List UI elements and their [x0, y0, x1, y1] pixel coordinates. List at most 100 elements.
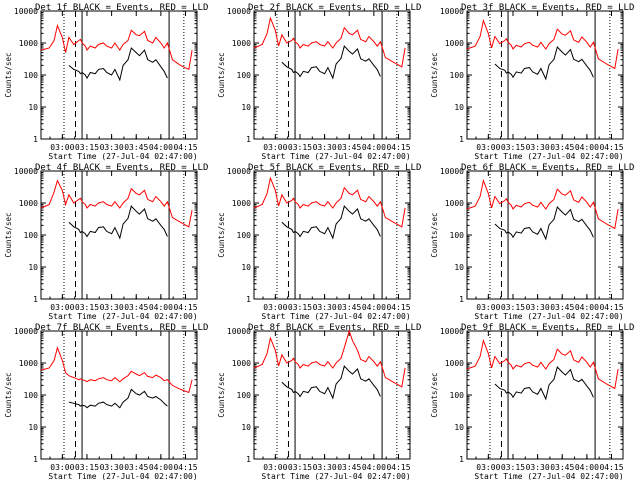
x-tick-label: 03:15 [288, 143, 312, 152]
detector-chart-panel: Det 7f BLACK = Events, RED = LLD 1 10 100 10… [4, 323, 208, 480]
lld-series-line [253, 16, 406, 68]
x-tick-label: 04:00 [149, 463, 173, 472]
x-tick-label: 03:00 [263, 143, 287, 152]
x-tick-label: 04:15 [599, 143, 623, 152]
y-tick-label: 10000 [14, 327, 38, 336]
detector-chart-panel: Det 1f BLACK = Events, RED = LLD 1 10 100 10… [4, 3, 208, 161]
x-axis-label: Start Time (27-Jul-04 02:47:00) [261, 472, 410, 480]
detector-chart-panel: Det 6f BLACK = Events, RED = LLD 1 10 100 10… [430, 163, 634, 321]
y-tick-label: 1000 [232, 199, 251, 208]
chart-title: Det 5f BLACK = Events, RED = LLD [248, 163, 421, 173]
y-tick-label: 10000 [14, 167, 38, 176]
y-tick-label: 100 [450, 231, 465, 240]
y-tick-label: 10 [454, 423, 464, 432]
x-tick-label: 04:00 [575, 463, 599, 472]
x-tick-label: 03:00 [476, 143, 500, 152]
x-tick-label: 04:15 [386, 303, 410, 312]
detector-chart-panel: Det 8f BLACK = Events, RED = LLD 1 10 100 10… [217, 323, 421, 480]
x-tick-label: 03:15 [501, 303, 525, 312]
y-tick-label: 10000 [227, 167, 251, 176]
chart-title: Det 6f BLACK = Events, RED = LLD [461, 163, 634, 173]
x-tick-label: 03:15 [288, 303, 312, 312]
y-tick-label: 1000 [445, 199, 464, 208]
x-axis-label: Start Time (27-Jul-04 02:47:00) [261, 152, 410, 161]
y-tick-label: 1000 [19, 39, 38, 48]
chart-title: Det 2f BLACK = Events, RED = LLD [248, 3, 421, 13]
x-tick-label: 04:00 [575, 143, 599, 152]
y-axis-label: Counts/sec [217, 372, 226, 417]
events-series-line [494, 46, 594, 81]
events-series-line [68, 205, 168, 240]
events-series-line [68, 388, 168, 409]
y-tick-label: 100 [24, 391, 39, 400]
y-tick-label: 1 [459, 295, 464, 304]
y-tick-label: 10000 [227, 7, 251, 16]
y-axis-label: Counts/sec [430, 212, 439, 257]
y-axis-label: Counts/sec [430, 372, 439, 417]
x-tick-label: 03:45 [337, 143, 361, 152]
y-tick-label: 100 [450, 391, 465, 400]
x-tick-label: 03:15 [75, 143, 99, 152]
lld-series-line [253, 176, 406, 228]
x-tick-label: 03:30 [313, 463, 337, 472]
events-series-line [494, 206, 594, 241]
x-tick-label: 04:15 [386, 143, 410, 152]
y-tick-label: 10000 [440, 167, 464, 176]
chart-title: Det 3f BLACK = Events, RED = LLD [461, 3, 634, 13]
x-tick-label: 03:00 [50, 303, 74, 312]
y-tick-label: 100 [237, 391, 252, 400]
x-tick-label: 03:45 [550, 303, 574, 312]
detector-chart-panel: Det 9f BLACK = Events, RED = LLD 1 10 100 10… [430, 323, 634, 480]
y-axis-label: Counts/sec [217, 52, 226, 97]
chart-title: Det 4f BLACK = Events, RED = LLD [35, 163, 208, 173]
y-tick-label: 1 [246, 295, 251, 304]
y-tick-label: 10 [241, 423, 251, 432]
y-tick-label: 10000 [440, 327, 464, 336]
y-axis-label: Counts/sec [4, 212, 13, 257]
x-axis-label: Start Time (27-Jul-04 02:47:00) [48, 472, 197, 480]
y-tick-label: 10 [454, 263, 464, 272]
y-tick-label: 1000 [232, 359, 251, 368]
x-tick-label: 03:15 [501, 463, 525, 472]
x-axis-label: Start Time (27-Jul-04 02:47:00) [48, 152, 197, 161]
x-tick-label: 03:30 [100, 463, 124, 472]
x-axis-label: Start Time (27-Jul-04 02:47:00) [48, 312, 197, 321]
x-tick-label: 03:30 [100, 143, 124, 152]
y-tick-label: 10000 [227, 327, 251, 336]
x-tick-label: 04:00 [149, 143, 173, 152]
chart-title: Det 1f BLACK = Events, RED = LLD [35, 3, 208, 13]
x-tick-label: 03:45 [337, 303, 361, 312]
x-tick-label: 03:15 [501, 143, 525, 152]
x-tick-label: 04:15 [173, 463, 197, 472]
x-tick-label: 03:00 [263, 303, 287, 312]
x-tick-label: 03:45 [124, 143, 148, 152]
y-axis-label: Counts/sec [430, 52, 439, 97]
y-tick-label: 10 [28, 263, 38, 272]
x-axis-label: Start Time (27-Jul-04 02:47:00) [474, 312, 623, 321]
y-axis-label: Counts/sec [217, 212, 226, 257]
y-tick-label: 1 [33, 135, 38, 144]
lld-series-line [466, 18, 619, 70]
chart-title: Det 9f BLACK = Events, RED = LLD [461, 323, 634, 333]
x-tick-label: 04:15 [599, 463, 623, 472]
lld-series-line [40, 179, 193, 228]
x-tick-label: 03:30 [526, 303, 550, 312]
y-tick-label: 10 [241, 103, 251, 112]
y-tick-label: 1000 [19, 359, 38, 368]
y-tick-label: 10 [241, 263, 251, 272]
y-tick-label: 1000 [232, 39, 251, 48]
x-tick-label: 03:00 [50, 143, 74, 152]
x-tick-label: 04:15 [599, 303, 623, 312]
y-tick-label: 100 [237, 231, 252, 240]
y-tick-label: 10 [28, 423, 38, 432]
x-tick-label: 03:00 [476, 303, 500, 312]
x-tick-label: 03:45 [550, 463, 574, 472]
detector-chart-panel: Det 5f BLACK = Events, RED = LLD 1 10 100 10… [217, 163, 421, 321]
y-tick-label: 10 [28, 103, 38, 112]
y-tick-label: 1000 [445, 359, 464, 368]
lld-series-line [40, 23, 193, 71]
x-tick-label: 04:00 [362, 303, 386, 312]
x-tick-label: 03:30 [313, 303, 337, 312]
chart-title: Det 8f BLACK = Events, RED = LLD [248, 323, 421, 333]
y-tick-label: 1000 [445, 39, 464, 48]
